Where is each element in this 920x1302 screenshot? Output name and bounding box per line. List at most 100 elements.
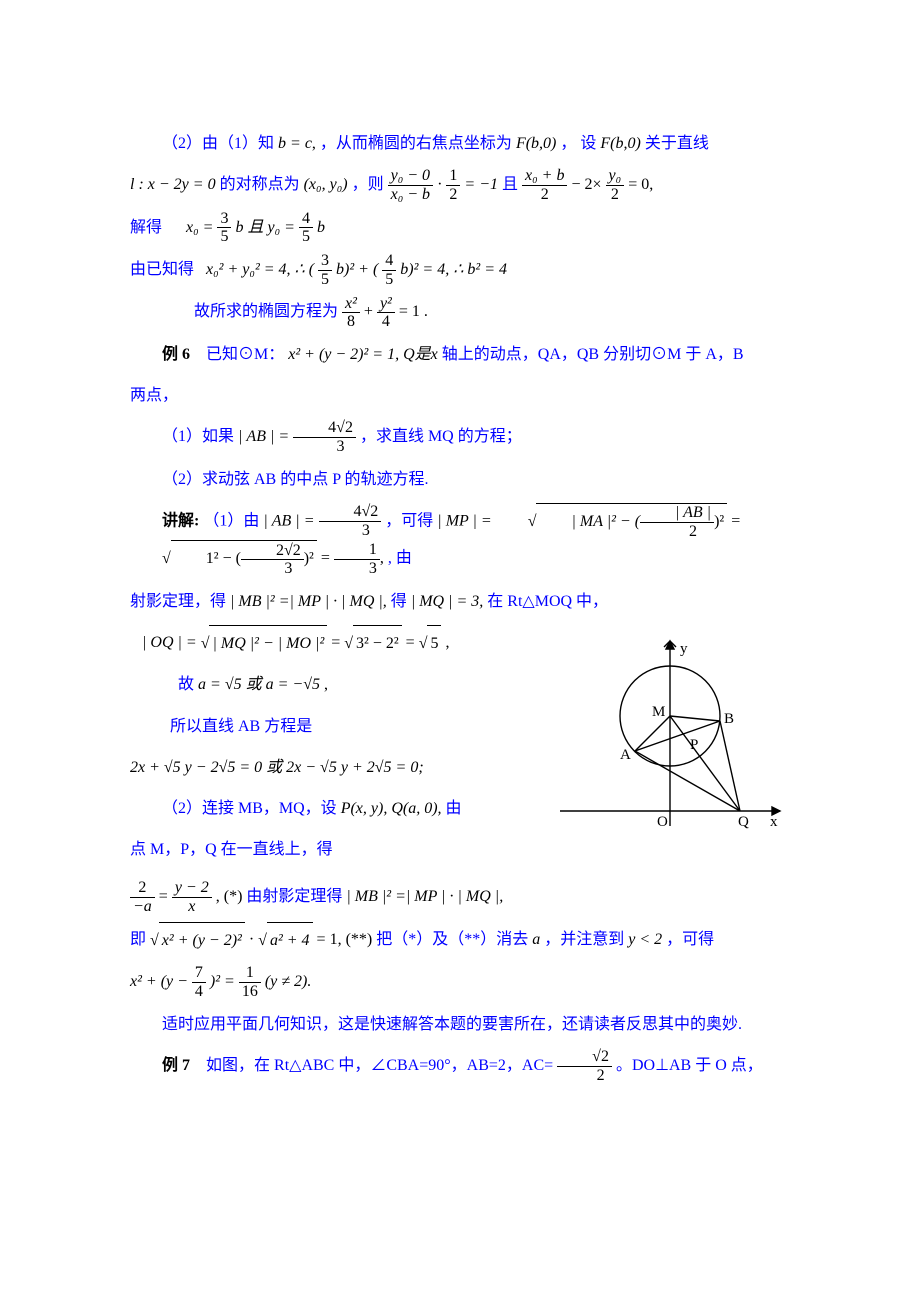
para-symmetric-point: l : x − 2y = 0 的对称点为 (x₀, y₀) ，则 y₀ − 0x… — [130, 167, 790, 203]
eq-a: = — [731, 512, 740, 529]
svg-text:O: O — [657, 814, 668, 830]
oq: | OQ | = — [142, 634, 201, 651]
diagram-wrap: y x O M B A P Q | OQ | = √| MQ |² − | MO… — [130, 625, 790, 873]
frac-x0b: x₀ + b2 — [522, 167, 567, 203]
sol6-t2: ，可得 — [385, 512, 433, 529]
sol6-ab: | AB | = — [263, 512, 318, 529]
ex7-t1: 如图，在 Rt△ABC 中，∠CBA=90°，AB=2，AC= — [206, 1057, 553, 1074]
svg-text:P: P — [690, 737, 698, 753]
p1-lead: （2）由（1）知 — [162, 135, 274, 152]
tail: 由 — [446, 800, 462, 817]
frac-y0: y₀ − 0x₀ − b — [388, 167, 433, 203]
sol6-9: 2−a = y − 2x , (*) 由射影定理得 | MB |² =| MP … — [130, 879, 790, 915]
p4-b2: b)² = 4, ∴ b² = 4 — [400, 261, 507, 278]
sqrt-x2y2: √x² + (y − 2)² — [150, 922, 245, 958]
t3: ，可得 — [666, 931, 714, 948]
ylt2: y < 2 — [628, 931, 666, 948]
p2-t2: ，则 — [352, 176, 384, 193]
para-known: 由已知得 x₀² + y₀² = 4, ∴ ( 35 b)² + ( 45 b)… — [130, 252, 790, 288]
eqEnd: (y ≠ 2). — [265, 973, 312, 990]
sol6-2: 射影定理，得 | MB |² =| MP | · | MQ |, 得 | MQ … — [130, 584, 790, 619]
eq0: = 0, — [628, 176, 653, 193]
pts: P(x, y), Q(a, 0), — [341, 800, 442, 817]
svg-text:A: A — [620, 747, 631, 763]
eq-b: = — [321, 550, 334, 567]
frac-2r2-3: 2√23 — [241, 542, 304, 578]
p2-pt: (x₀, y₀) — [304, 176, 348, 193]
pre: 即 — [130, 931, 146, 948]
p4-label: 由已知得 — [130, 261, 194, 278]
eq: = — [159, 888, 172, 905]
minus2: − 2× — [571, 176, 601, 193]
sol6-2d: | MQ | = 3, — [411, 593, 483, 610]
t: 由射影定理得 — [246, 888, 342, 905]
svg-text:M: M — [652, 704, 665, 720]
sol6-lead: 讲解: — [162, 512, 199, 529]
svg-text:Q: Q — [738, 814, 749, 830]
t2: ，并注意到 — [544, 931, 624, 948]
frac-3-5: 35 — [318, 252, 332, 288]
frac-x28: x²8 — [342, 295, 360, 331]
frac-y2-x: y − 2x — [172, 879, 212, 915]
p3-btail: b — [317, 219, 325, 236]
frac-4-5: 45 — [382, 252, 396, 288]
and-text: 且 — [502, 176, 518, 193]
sol6-2b: | MB |² =| MP | · | MQ |, — [230, 593, 387, 610]
plus: + — [364, 303, 377, 320]
ex6-circ: x² + (y − 2)² = 1, Q是x — [288, 346, 438, 363]
lead: （2）连接 MB，MQ，设 — [162, 800, 337, 817]
svg-text:y: y — [680, 641, 688, 657]
sol6-2a: 射影定理，得 — [130, 593, 230, 610]
note6: 适时应用平面几何知识，这是快速解答本题的要害所在，还请读者反思其中的奥妙. — [130, 1007, 790, 1042]
sqrt-mq-mo: √| MQ |² − | MO |² — [201, 625, 328, 661]
sqrt-9-4: √3² − 2² — [344, 625, 401, 661]
comma: , — [312, 135, 316, 152]
p2-pre: l : x − 2y = 0 — [130, 176, 216, 193]
p1-eq2b: F(b,0) — [600, 135, 640, 152]
example-6-head: 例 6 已知⊙M： x² + (y − 2)² = 1, Q是x 轴上的动点，Q… — [130, 337, 790, 372]
frac-2-na: 2−a — [130, 879, 155, 915]
sol6-tail: , 由 — [388, 550, 412, 567]
frac-y0-2: y₀2 — [606, 167, 625, 203]
ex6-t3: 两点， — [130, 378, 790, 413]
a: a — [532, 931, 540, 948]
frac-45: 45 — [299, 210, 313, 246]
ex6-label: 例 6 — [162, 346, 190, 363]
eq: a = √5 或 a = −√5 — [198, 676, 320, 693]
eq: = 1, (**) — [317, 931, 377, 948]
sqrt-ma: √| MA |² − (| AB |2)² — [496, 503, 728, 540]
math-document-page: （2）由（1）知 b = c, ，从而椭圆的右焦点坐标为 F(b,0) ， 设 … — [0, 0, 920, 1170]
mb: | MB |² =| MP | · | MQ |, — [346, 888, 503, 905]
para-2-lead: （2）由（1）知 b = c, ，从而椭圆的右焦点坐标为 F(b,0) ， 设 … — [130, 126, 790, 161]
frac-r2-2: √22 — [557, 1048, 612, 1084]
ex6-q1: （1）如果 | AB | = 4√23 ，求直线 MQ 的方程； — [130, 419, 790, 455]
dot: · — [437, 176, 446, 193]
svg-text:B: B — [724, 711, 734, 727]
p2-t1: 的对称点为 — [220, 176, 300, 193]
tail: , — [324, 676, 328, 693]
eq1: = — [331, 634, 344, 651]
p1-mid2: ， 设 — [560, 135, 596, 152]
eq1: x² + (y − — [130, 973, 192, 990]
frac-4r2-3: 4√23 — [293, 419, 356, 455]
sol6-2e: 在 Rt△MOQ 中， — [487, 593, 608, 610]
para-solve: 解得 x₀ = 35 b 且 y₀ = 45 b — [130, 210, 790, 246]
svg-text:x: x — [770, 814, 778, 830]
t1: 把（*）及（**）消去 — [376, 931, 528, 948]
frac-4r2-3b: 4√23 — [319, 503, 382, 539]
para-ellipse-eq: 故所求的椭圆方程为 x²8 + y²4 = 1 . — [130, 294, 790, 330]
tail: , — [445, 634, 449, 651]
sol6-10: 即 √x² + (y − 2)² · √a² + 4 = 1, (**) 把（*… — [130, 922, 790, 958]
frac-1-3: 13 — [334, 541, 380, 577]
sqrt-1-22: √1² − (2√23)² — [130, 540, 317, 577]
ex7-t2: 。DO⊥AB 于 O 点， — [616, 1057, 763, 1074]
p4-b1: b)² + ( — [336, 261, 378, 278]
frac-ab-2: | AB |2 — [640, 504, 714, 540]
frac-35: 35 — [217, 210, 231, 246]
p1-eq2a: F(b,0) — [516, 135, 556, 152]
sqrt-5: √5 — [419, 625, 442, 661]
sol6-mp: | MP | = — [437, 512, 495, 529]
geometry-diagram: y x O M B A P Q — [540, 631, 790, 851]
sol6-2c: 得 — [391, 593, 407, 610]
ex6q1-ab: | AB | = — [238, 428, 293, 445]
